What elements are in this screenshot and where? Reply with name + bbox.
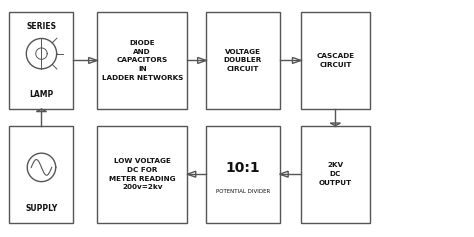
Text: SUPPLY: SUPPLY	[25, 204, 58, 213]
Bar	[97, 126, 187, 223]
Text: LOW VOLTAGE
DC FOR
METER READING
200v=2kv: LOW VOLTAGE DC FOR METER READING 200v=2k…	[109, 158, 175, 190]
Bar	[9, 12, 73, 109]
Text: SERIES: SERIES	[27, 22, 56, 31]
Text: 2KV
DC
OUTPUT: 2KV DC OUTPUT	[319, 162, 352, 186]
Text: DIODE
AND
CAPACITORS
IN
LADDER NETWORKS: DIODE AND CAPACITORS IN LADDER NETWORKS	[101, 40, 183, 81]
Bar	[206, 126, 280, 223]
Bar	[301, 126, 370, 223]
Text: VOLTAGE
DOUBLER
CIRCUIT: VOLTAGE DOUBLER CIRCUIT	[224, 49, 262, 72]
Bar	[9, 126, 73, 223]
Text: CASCADE
CIRCUIT: CASCADE CIRCUIT	[316, 53, 355, 68]
Text: LAMP: LAMP	[29, 90, 54, 99]
Text: POTENTIAL DIVIDER: POTENTIAL DIVIDER	[216, 189, 270, 195]
Bar	[97, 12, 187, 109]
Bar	[301, 12, 370, 109]
Text: 10:1: 10:1	[226, 161, 260, 175]
Bar	[206, 12, 280, 109]
